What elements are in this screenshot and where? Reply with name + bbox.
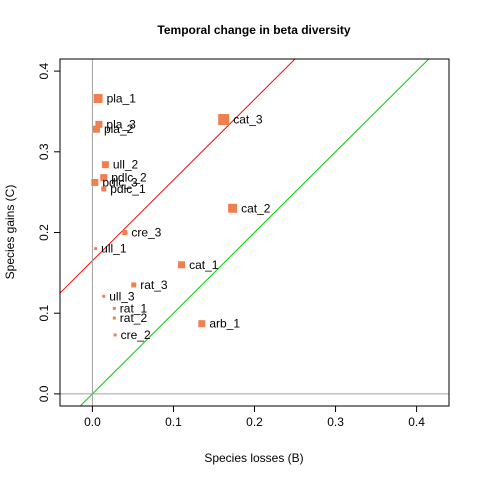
point-label: cre_3 — [131, 226, 161, 240]
point-marker — [228, 203, 238, 213]
y-tick-label: 0.4 — [37, 62, 51, 79]
point-marker — [112, 316, 116, 320]
point-marker — [95, 120, 103, 128]
reference-lines — [60, 59, 449, 406]
point-marker — [131, 282, 137, 288]
point-label: pdlc_2 — [111, 171, 147, 185]
point-label: rat_2 — [120, 311, 148, 325]
point-marker — [178, 261, 186, 269]
y-axis-label: Species gains (C) — [3, 185, 17, 280]
x-tick-label: 0.0 — [84, 415, 101, 429]
point-label: cat_3 — [233, 113, 263, 127]
x-tick-label: 0.4 — [408, 415, 425, 429]
point-label: ull_1 — [101, 242, 127, 256]
point-label: cat_1 — [189, 258, 219, 272]
y-tick-label: 0.3 — [37, 143, 51, 160]
point-label: arb_1 — [209, 317, 240, 331]
y-axis: 0.0 0.1 0.2 0.3 0.4 — [37, 62, 60, 402]
point-marker — [94, 247, 98, 251]
point-label: ull_2 — [113, 158, 139, 172]
point-marker — [92, 125, 100, 133]
point-marker — [93, 94, 103, 104]
point-label: cat_2 — [241, 201, 271, 215]
x-tick-label: 0.3 — [327, 415, 344, 429]
point-marker — [101, 161, 109, 169]
y-tick-label: 0.0 — [37, 385, 51, 402]
x-axis: 0.0 0.1 0.2 0.3 0.4 — [84, 406, 425, 429]
point-marker — [91, 178, 99, 186]
reference-line-0 — [60, 59, 296, 294]
point-marker — [198, 320, 206, 328]
point-label: pla_2 — [104, 122, 134, 136]
point-marker — [218, 114, 230, 126]
x-axis-label: Species losses (B) — [204, 451, 303, 465]
point-label: pla_3 — [106, 117, 136, 131]
point-marker — [113, 333, 117, 337]
point-label: ull_3 — [109, 289, 135, 303]
x-tick-label: 0.2 — [246, 415, 263, 429]
y-tick-label: 0.1 — [37, 305, 51, 322]
y-tick-label: 0.2 — [37, 224, 51, 241]
point-marker — [100, 174, 108, 182]
point-marker — [112, 306, 116, 310]
point-label: rat_1 — [120, 301, 148, 315]
point-label: pdlc_1 — [110, 182, 146, 196]
point-label: rat_3 — [140, 278, 168, 292]
point-marker — [102, 294, 106, 298]
point-label: cre_2 — [121, 328, 151, 342]
point-label: pdlc_3 — [102, 175, 138, 189]
x-tick-label: 0.1 — [165, 415, 182, 429]
reference-line-1 — [79, 59, 430, 406]
point-marker — [122, 230, 128, 235]
chart-title: Temporal change in beta diversity — [157, 23, 350, 37]
point-marker — [101, 186, 107, 192]
point-label: pla_1 — [107, 92, 137, 106]
